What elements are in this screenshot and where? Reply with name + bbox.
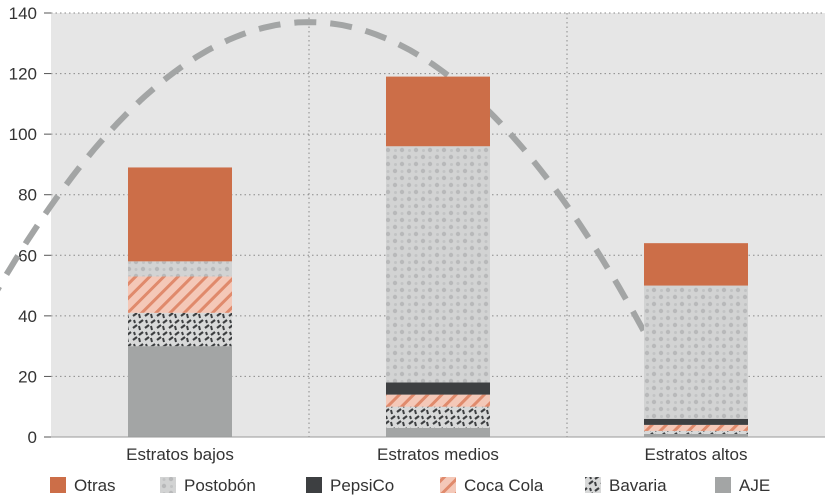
bar-segment-coca-cola [386,394,490,407]
bar-segment-postobon [128,261,232,277]
legend-swatch [585,477,601,493]
bar-segment-bavaria [644,430,748,434]
legend-item-otras: Otras [50,476,116,495]
bar-segment-pepsico [644,418,748,425]
bar-segment-bavaria [128,312,232,347]
legend-label: Bavaria [609,476,667,495]
y-tick-label: 0 [28,428,37,447]
arc-curve [0,19,650,339]
legend-swatch [160,477,176,493]
bar-segment-otras [644,243,748,286]
y-tick-label: 20 [18,367,37,386]
legend-label: Otras [74,476,116,495]
y-tick-label: 40 [18,307,37,326]
bar-segment-aje [128,346,232,437]
bar-segment-pepsico [386,382,490,395]
legend-label: Postobón [184,476,256,495]
dashed-arc [0,19,650,339]
legend-swatch [50,477,66,493]
bar-segment-otras [386,76,490,147]
legend: Otras Postobón PepsiCo Coca Cola Bavaria AJE [50,476,770,495]
legend-item-coca-cola: Coca Cola [440,476,544,495]
bar-segment-otras [128,167,232,262]
x-axis: Estratos bajos Estratos medios Estratos al… [51,436,825,464]
legend-label: AJE [739,476,770,495]
legend-item-pepsico: PepsiCo [306,476,394,495]
bar-segment-aje [644,433,748,437]
y-tick-label: 60 [18,246,37,265]
legend-item-bavaria: Bavaria [585,476,667,495]
y-tick-label: 120 [9,65,37,84]
x-tick-label: Estratos altos [645,445,748,464]
bar-segment-postobon [644,285,748,419]
bar-segment-bavaria [386,406,490,428]
bar-segment-aje [386,427,490,437]
y-axis: 0 20 40 60 80 100 120 140 [9,4,51,447]
x-tick-label: Estratos bajos [126,445,234,464]
bar-segment-postobon [386,146,490,383]
legend-swatch [440,477,456,493]
legend-swatch [715,477,731,493]
legend-item-aje: AJE [715,476,770,495]
y-tick-label: 80 [18,186,37,205]
legend-item-postobon: Postobón [160,476,256,495]
bar-segment-coca-cola [644,424,748,431]
y-tick-label: 140 [9,4,37,23]
bars [128,76,748,437]
legend-label: Coca Cola [464,476,544,495]
legend-swatch [306,477,322,493]
y-tick-label: 100 [9,125,37,144]
bar-segment-coca-cola [128,276,232,313]
x-tick-label: Estratos medios [377,445,499,464]
legend-label: PepsiCo [330,476,394,495]
